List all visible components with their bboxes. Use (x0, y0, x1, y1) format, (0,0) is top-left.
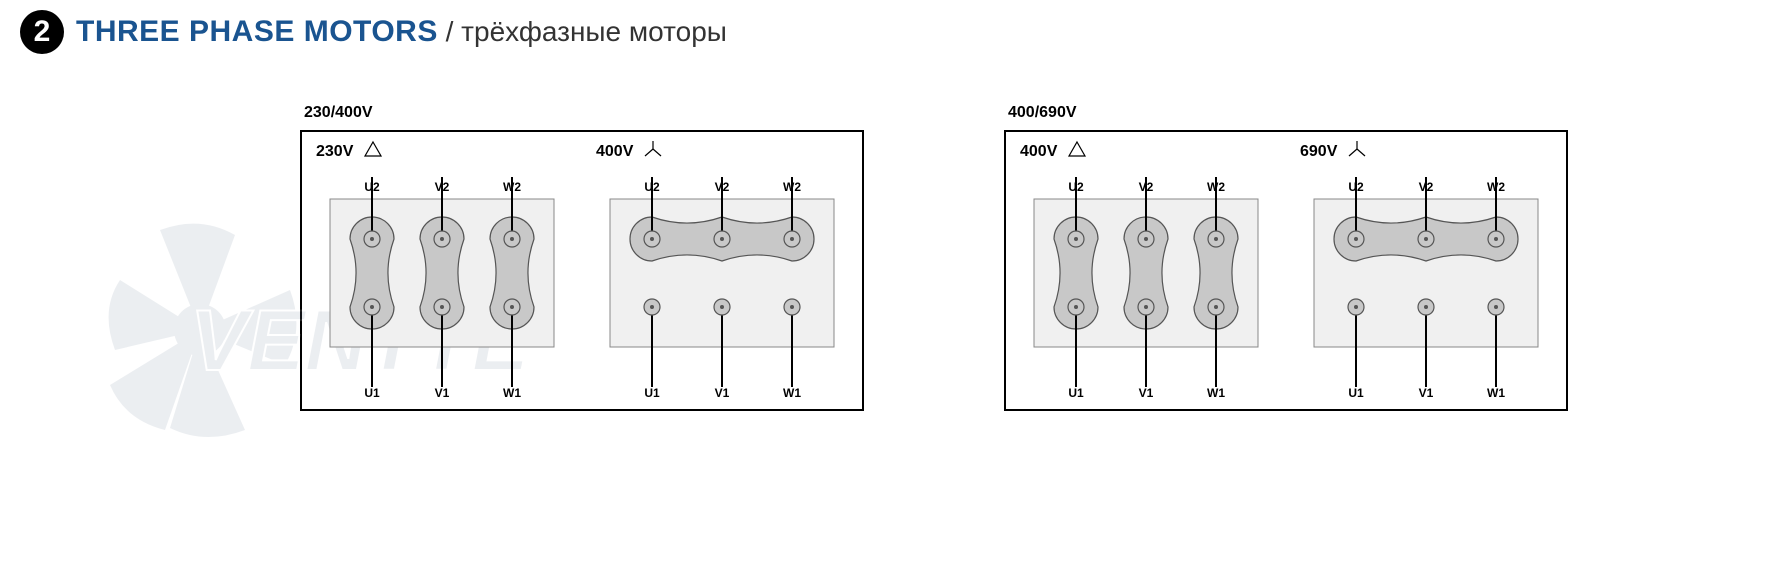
svg-text:W1: W1 (1487, 386, 1505, 397)
terminal-diagram-svg: U2 V2 W2 U1 V1 W1 (1006, 167, 1286, 397)
svg-text:V1: V1 (1419, 386, 1434, 397)
svg-text:W2: W2 (503, 180, 521, 194)
svg-text:W1: W1 (1207, 386, 1225, 397)
svg-text:U2: U2 (1348, 180, 1364, 194)
group-title: 400/690V (1008, 104, 1568, 122)
section-header: 2 THREE PHASE MOTORS / трёхфазные моторы (0, 0, 1771, 64)
voltage-label: 400V (1020, 143, 1057, 161)
svg-text:U2: U2 (1068, 180, 1084, 194)
svg-text:V1: V1 (435, 386, 450, 397)
diagram-pair: 230V U2 V2 W2 U1 V1 W1 400V U2 V2 W2 U1 V1 W1 (300, 130, 864, 411)
terminal-diagram-svg: U2 V2 W2 U1 V1 W1 (302, 167, 582, 397)
svg-text:V2: V2 (435, 180, 450, 194)
section-number: 2 (34, 15, 51, 49)
svg-text:U2: U2 (644, 180, 660, 194)
svg-text:U1: U1 (1348, 386, 1364, 397)
group-230-400: 230/400V 230V U2 V2 W2 U1 V1 W1 400V (300, 104, 864, 411)
svg-text:U1: U1 (364, 386, 380, 397)
section-title: THREE PHASE MOTORS / трёхфазные моторы (76, 15, 727, 49)
svg-text:W2: W2 (783, 180, 801, 194)
delta-icon (363, 140, 383, 163)
diagram-area: 230/400V 230V U2 V2 W2 U1 V1 W1 400V (0, 64, 1771, 411)
svg-text:U1: U1 (1068, 386, 1084, 397)
voltage-label: 400V (596, 143, 633, 161)
title-english: THREE PHASE MOTORS (76, 15, 438, 48)
terminal-diagram-svg: U2 V2 W2 U1 V1 W1 (582, 167, 862, 397)
svg-text:V2: V2 (1419, 180, 1434, 194)
svg-text:V1: V1 (1139, 386, 1154, 397)
group-400-690: 400/690V 400V U2 V2 W2 U1 V1 W1 690V (1004, 104, 1568, 411)
star-icon (1347, 140, 1367, 163)
delta-icon (1067, 140, 1087, 163)
diagram-pair: 400V U2 V2 W2 U1 V1 W1 690V U2 V2 W2 U1 V1 W1 (1004, 130, 1568, 411)
svg-text:W2: W2 (1207, 180, 1225, 194)
svg-text:U2: U2 (364, 180, 380, 194)
terminal-diagram-svg: U2 V2 W2 U1 V1 W1 (1286, 167, 1566, 397)
connection-delta-230: 230V U2 V2 W2 U1 V1 W1 (302, 132, 582, 409)
section-badge: 2 (20, 10, 64, 54)
svg-text:V1: V1 (715, 386, 730, 397)
voltage-label: 690V (1300, 143, 1337, 161)
voltage-label: 230V (316, 143, 353, 161)
star-icon (643, 140, 663, 163)
connection-star-690: 690V U2 V2 W2 U1 V1 W1 (1286, 132, 1566, 409)
svg-text:W1: W1 (783, 386, 801, 397)
connection-delta-400: 400V U2 V2 W2 U1 V1 W1 (1006, 132, 1286, 409)
group-title: 230/400V (304, 104, 864, 122)
svg-text:U1: U1 (644, 386, 660, 397)
svg-text:W2: W2 (1487, 180, 1505, 194)
svg-text:V2: V2 (1139, 180, 1154, 194)
svg-text:W1: W1 (503, 386, 521, 397)
title-separator: / (438, 16, 461, 47)
title-russian: трёхфазные моторы (461, 16, 727, 47)
svg-text:V2: V2 (715, 180, 730, 194)
connection-star-400: 400V U2 V2 W2 U1 V1 W1 (582, 132, 862, 409)
